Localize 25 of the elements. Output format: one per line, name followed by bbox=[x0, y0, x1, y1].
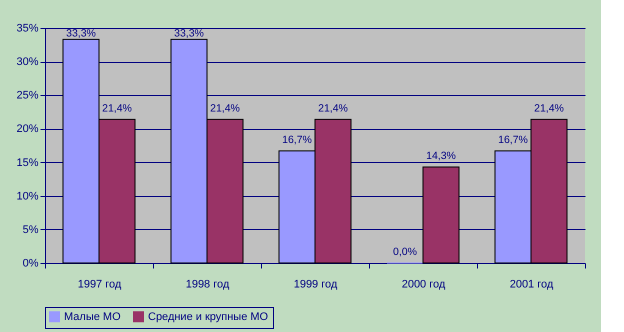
x-tick-label: 1998 год bbox=[186, 278, 230, 290]
data-label: 14,3% bbox=[426, 150, 456, 162]
y-tick-label: 25% bbox=[16, 90, 39, 102]
y-tick-label: 5% bbox=[22, 224, 39, 236]
data-label: 21,4% bbox=[102, 102, 132, 114]
x-tick-label: 2000 год bbox=[402, 278, 446, 290]
y-tick-label: 35% bbox=[16, 22, 39, 34]
data-label: 16,7% bbox=[498, 134, 528, 146]
y-tick-label: 20% bbox=[16, 123, 39, 136]
legend-label: Средние и крупные МО bbox=[148, 310, 269, 323]
data-label: 21,4% bbox=[318, 102, 348, 114]
data-label: 16,7% bbox=[282, 134, 312, 146]
y-tick-label: 15% bbox=[16, 156, 39, 169]
legend-label: Малые МО bbox=[64, 310, 122, 323]
data-label: 21,4% bbox=[210, 102, 240, 114]
y-tick-label: 30% bbox=[16, 56, 39, 68]
y-tick-label: 0% bbox=[22, 258, 39, 270]
data-label: 21,4% bbox=[534, 102, 564, 114]
x-tick-label: 1997 год bbox=[78, 278, 122, 290]
x-tick-label: 2001 год bbox=[510, 278, 554, 290]
y-tick-label: 10% bbox=[16, 190, 39, 202]
data-label: 0,0% bbox=[393, 246, 417, 258]
x-tick-label: 1999 год bbox=[294, 278, 338, 290]
data-label: 33,3% bbox=[66, 27, 96, 40]
data-label: 33,3% bbox=[174, 27, 204, 40]
